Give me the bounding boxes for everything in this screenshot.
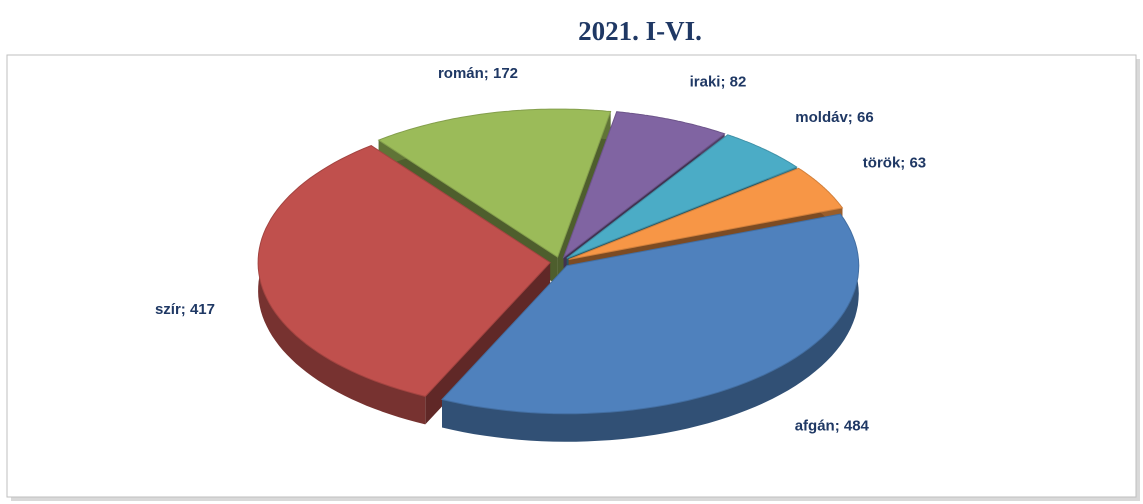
data-label: iraki; 82: [690, 73, 747, 90]
data-label: török; 63: [863, 155, 926, 172]
data-label: román; 172: [438, 65, 518, 82]
slice: [257, 145, 551, 397]
slice: [562, 111, 726, 259]
data-label: szír; 417: [155, 301, 215, 318]
data-label: afgán; 484: [795, 417, 870, 434]
chart-title: 2021. I-VI.: [578, 16, 702, 46]
slice: [566, 134, 798, 259]
slice-side: [442, 214, 859, 442]
pie: [257, 108, 860, 442]
slice: [441, 213, 860, 415]
data-label: moldáv; 66: [795, 109, 873, 126]
slice: [377, 108, 612, 258]
slice: [568, 167, 844, 260]
slice-side: [258, 145, 426, 425]
